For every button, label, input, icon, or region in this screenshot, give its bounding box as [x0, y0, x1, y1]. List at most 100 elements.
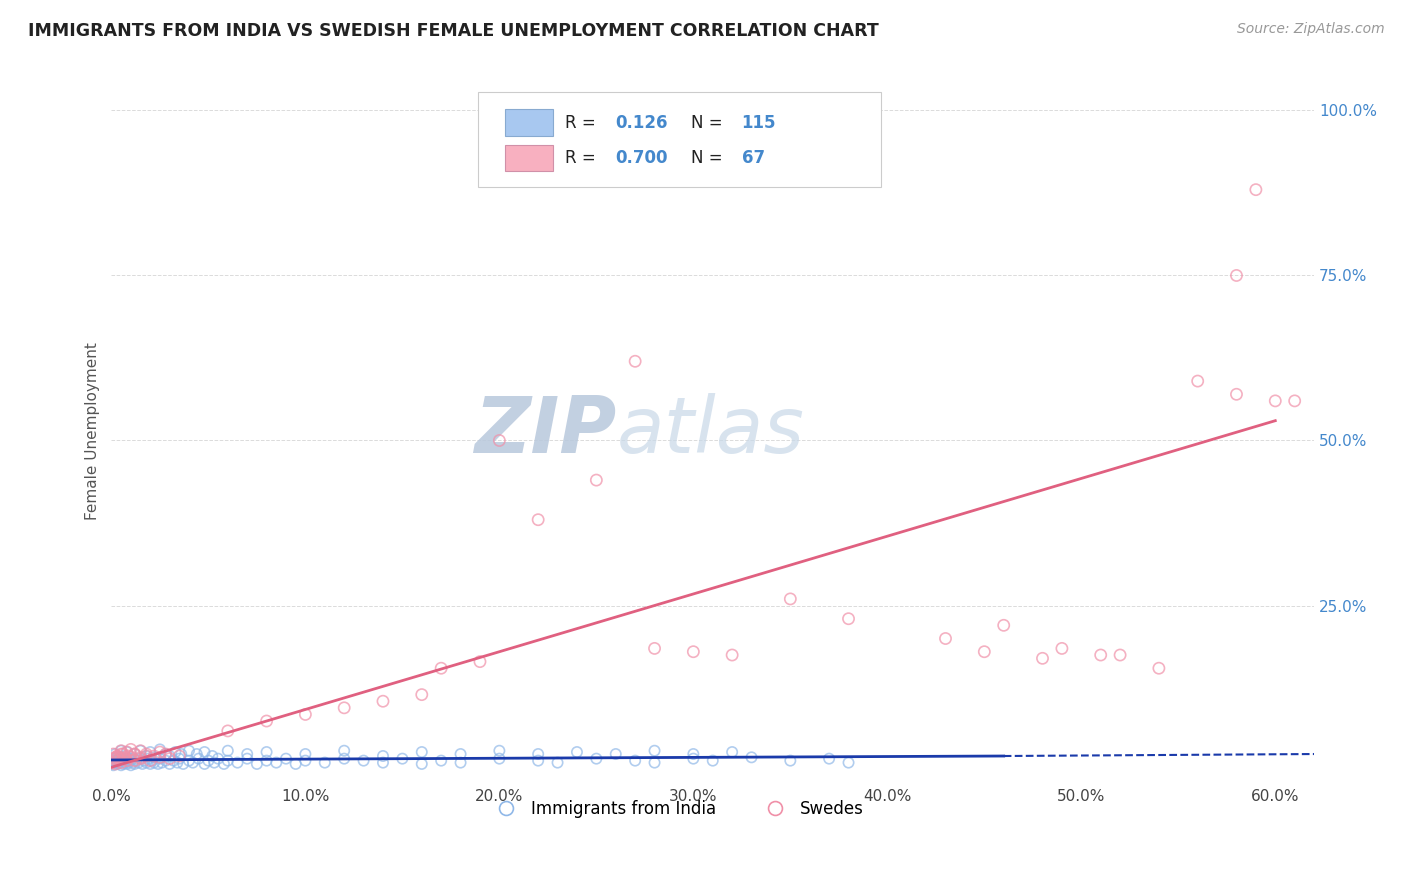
Point	[818, 752, 841, 766]
Point	[169, 749, 191, 764]
Point	[129, 744, 152, 758]
Point	[159, 756, 181, 771]
Text: Source: ZipAtlas.com: Source: ZipAtlas.com	[1237, 22, 1385, 37]
Point	[108, 750, 131, 764]
Point	[236, 752, 259, 766]
Text: IMMIGRANTS FROM INDIA VS SWEDISH FEMALE UNEMPLOYMENT CORRELATION CHART: IMMIGRANTS FROM INDIA VS SWEDISH FEMALE …	[28, 22, 879, 40]
Point	[993, 618, 1015, 632]
Point	[314, 756, 336, 770]
Point	[644, 744, 666, 758]
Point	[201, 749, 224, 764]
Point	[1225, 387, 1247, 401]
Point	[139, 754, 162, 768]
Point	[105, 756, 128, 771]
Point	[112, 752, 135, 766]
Text: 115: 115	[741, 113, 776, 132]
Point	[115, 745, 138, 759]
Point	[139, 745, 162, 759]
Point	[105, 754, 128, 768]
Text: 0.126: 0.126	[616, 113, 668, 132]
Point	[104, 750, 127, 764]
Point	[187, 752, 209, 766]
Point	[1264, 393, 1286, 408]
Point	[177, 754, 200, 768]
Point	[430, 661, 453, 675]
Point	[1147, 661, 1170, 675]
Point	[110, 747, 132, 761]
Point	[256, 745, 278, 759]
Point	[159, 752, 181, 766]
Point	[682, 752, 704, 766]
Point	[624, 354, 647, 368]
Point	[103, 758, 125, 772]
Point	[450, 747, 472, 761]
Text: N =: N =	[692, 113, 728, 132]
Text: R =: R =	[565, 113, 600, 132]
Point	[114, 750, 136, 764]
Point	[114, 749, 136, 764]
Point	[624, 754, 647, 768]
Point	[105, 754, 128, 768]
Point	[838, 612, 860, 626]
Point	[256, 754, 278, 768]
Point	[333, 701, 356, 715]
Point	[294, 707, 316, 722]
Point	[644, 756, 666, 770]
Point	[1244, 183, 1267, 197]
Point	[120, 742, 142, 756]
Point	[115, 745, 138, 759]
Point	[103, 752, 125, 766]
Point	[682, 645, 704, 659]
Point	[371, 694, 394, 708]
Point	[112, 747, 135, 761]
Point	[135, 749, 157, 764]
Point	[527, 747, 550, 761]
Point	[118, 756, 141, 770]
Point	[134, 754, 156, 768]
Point	[226, 756, 249, 770]
Point	[141, 754, 163, 768]
Point	[135, 756, 157, 770]
Point	[135, 749, 157, 764]
Point	[217, 754, 239, 768]
Point	[527, 754, 550, 768]
Point	[202, 756, 225, 770]
Point	[110, 754, 132, 768]
Point	[146, 756, 169, 771]
Point	[103, 754, 125, 768]
Point	[274, 752, 297, 766]
Point	[135, 747, 157, 761]
Point	[124, 754, 146, 768]
Point	[150, 756, 173, 770]
Point	[115, 754, 138, 768]
Point	[115, 754, 138, 768]
Point	[468, 655, 491, 669]
Point	[118, 749, 141, 764]
Point	[488, 744, 510, 758]
Point	[371, 756, 394, 770]
Point	[149, 742, 172, 756]
Point	[124, 747, 146, 761]
Point	[177, 744, 200, 758]
Point	[110, 744, 132, 758]
Point	[143, 756, 166, 770]
Point	[108, 756, 131, 770]
Point	[934, 632, 956, 646]
Point	[159, 749, 181, 764]
Point	[1225, 268, 1247, 283]
Point	[149, 752, 172, 766]
Point	[121, 756, 143, 770]
Point	[197, 754, 219, 768]
Point	[217, 723, 239, 738]
Point	[143, 749, 166, 764]
Point	[193, 745, 215, 759]
Point	[1050, 641, 1073, 656]
Point	[165, 745, 187, 759]
Point	[155, 747, 177, 761]
Point	[162, 754, 184, 768]
Point	[143, 750, 166, 764]
Point	[371, 749, 394, 764]
Point	[741, 750, 763, 764]
Point	[128, 756, 150, 770]
Point	[488, 434, 510, 448]
